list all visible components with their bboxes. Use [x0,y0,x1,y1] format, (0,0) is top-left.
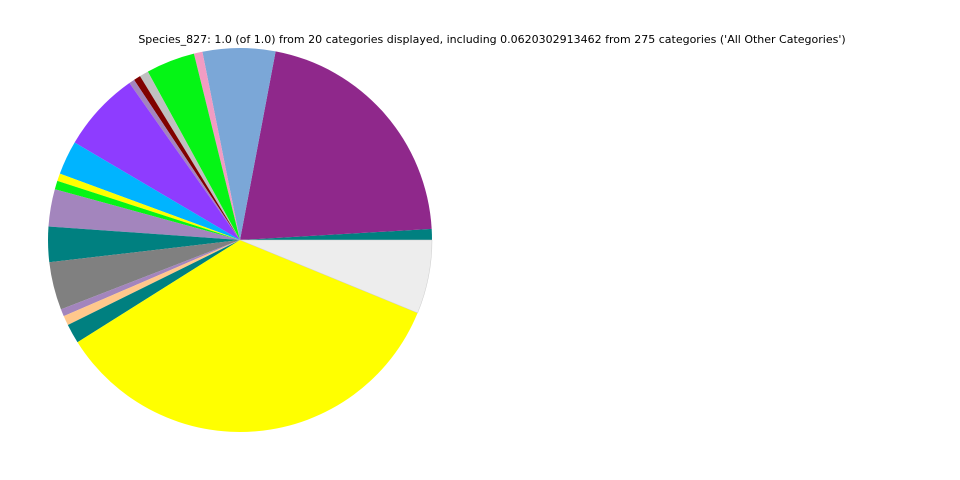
pie-slice-8 [129,79,240,241]
pie-slice-10 [59,142,241,240]
pie-slice-4 [193,51,240,241]
pie-slice-11 [57,173,240,240]
pie-slice-19 [77,240,418,433]
pie-slice-14 [48,226,240,263]
pie-slice-9 [74,83,241,241]
pie-slice-5 [147,53,240,240]
pie-slice-15 [49,240,241,310]
pie-slice-3 [202,47,276,240]
chart-title: Species_827: 1.0 (of 1.0) from 20 catego… [138,33,846,46]
pie-slice-18 [67,240,241,343]
pie-slice-20 [239,239,433,314]
pie-slice-17 [63,240,240,326]
pie-slice-16 [60,240,240,317]
pie-slice-13 [48,189,240,240]
pie-slice-7 [134,76,240,240]
pie-slice-1 [240,228,433,240]
pie-slice-12 [54,180,240,240]
pie-slice-2 [240,51,432,240]
pie-slice-6 [139,71,240,240]
